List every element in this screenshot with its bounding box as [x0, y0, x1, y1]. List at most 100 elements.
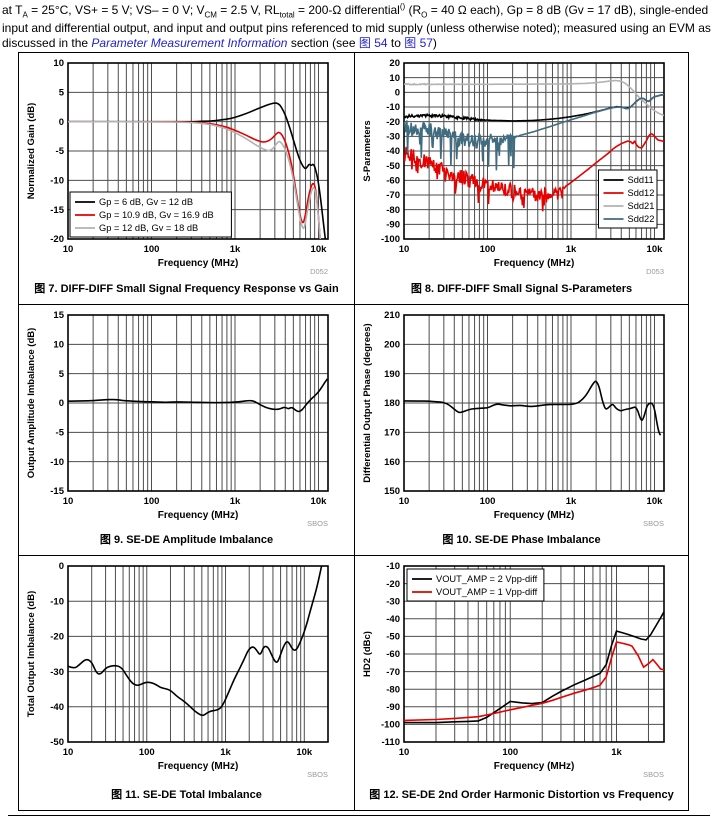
y-tick-label: 10 — [53, 340, 64, 351]
legend-label: Gp = 10.9 dB, Gv = 16.9 dB — [99, 210, 214, 220]
figure-caption-10: 图 10. SE-DE Phase Imbalance — [442, 534, 601, 546]
plot-border — [67, 62, 329, 240]
x-tick-label: 10 — [399, 747, 410, 758]
y-tick-label: -50 — [50, 737, 64, 748]
header-text-segment: at T — [2, 3, 23, 17]
series-gp-12-db-gv-18-db — [68, 120, 322, 239]
figure-cell-7: 10 100 1k 10k -20 -15 -10 -5 0 5 10 Frequency (MHz)… — [19, 53, 355, 305]
y-axis-label: Output Amplitude Imbalance (dB) — [26, 328, 37, 479]
parameter-measurement-information-link[interactable]: Parameter Measurement Information — [91, 36, 288, 51]
figure-caption-12: 图 12. SE-DE 2nd Order Harmonic Distortio… — [369, 789, 674, 801]
x-tick-label: 10 — [63, 496, 74, 507]
x-tick-label: 100 — [480, 244, 496, 255]
y-tick-label: -100 — [381, 234, 400, 245]
chart-fig12-hd2: 10 100 1k -110 -100 -90 -80 -70 -60 -50 -40 -30 -20 -… — [362, 561, 665, 778]
x-axis-label: Frequency (MHz) — [158, 761, 239, 772]
y-tick-label: -30 — [386, 132, 400, 143]
x-axis-label: Frequency (MHz) — [494, 258, 575, 269]
y-tick-label: -10 — [386, 561, 400, 572]
conditions-header: at TA = 25°C, VS+ = 5 V; VS– = 0 V; VCM … — [2, 2, 716, 52]
x-tick-label: 10k — [647, 244, 664, 255]
header-text-segment: = 40 Ω each), Gp = 8 dB (Gv = 17 dB), si… — [2, 3, 711, 51]
legend-label: Gp = 12 dB, Gv = 18 dB — [99, 223, 198, 233]
y-tick-label: 0 — [59, 561, 64, 572]
y-tick-label: 180 — [384, 398, 400, 409]
x-tick-label: 1k — [220, 747, 231, 758]
legend-label: VOUT_AMP = 1 Vpp-diff — [436, 587, 538, 597]
series-amplitude-imbalance — [68, 378, 328, 413]
y-tick-label: 0 — [59, 117, 64, 128]
y-tick-label: 10 — [53, 58, 64, 69]
header-text-segment: () — [399, 2, 406, 11]
y-tick-label: -60 — [386, 176, 400, 187]
plot-border — [403, 314, 665, 492]
y-tick-label: 160 — [384, 457, 400, 468]
y-tick-label: 15 — [53, 310, 64, 321]
series-total-imbalance — [68, 566, 323, 717]
y-tick-label: 200 — [384, 340, 400, 351]
watermark: SBOS — [307, 519, 328, 527]
y-tick-label: -70 — [386, 190, 400, 201]
x-axis-label: Frequency (MHz) — [494, 761, 575, 772]
x-tick-label: 1k — [230, 496, 241, 507]
figure-caption-8: 图 8. DIFF-DIFF Small Signal S-Parameters — [410, 283, 633, 295]
x-axis-label: Frequency (MHz) — [494, 510, 575, 521]
header-text-segment: = 2.5 V, RL — [216, 3, 280, 17]
y-tick-label: 10 — [389, 73, 400, 84]
y-axis-label: HD2 (dBc) — [362, 631, 373, 677]
figure-57-link[interactable]: 图 57 — [404, 36, 433, 51]
x-tick-label: 1k — [230, 244, 241, 255]
y-tick-label: -50 — [386, 161, 400, 172]
header-text-segment: = 200-Ω differential — [294, 3, 400, 17]
y-tick-label: -40 — [386, 146, 400, 157]
y-tick-label: -70 — [386, 667, 400, 678]
x-tick-label: 10k — [647, 496, 664, 507]
y-tick-label: -15 — [50, 205, 64, 216]
y-tick-label: -5 — [56, 146, 65, 157]
series-gp-6-db-gv-12-db — [68, 102, 327, 239]
y-tick-label: -10 — [50, 457, 64, 468]
plot-border — [67, 314, 329, 492]
y-tick-label: -60 — [386, 649, 400, 660]
x-tick-label: 10k — [296, 747, 313, 758]
x-tick-label: 100 — [144, 244, 160, 255]
y-axis-label: Total Output Imbalance (dB) — [26, 591, 37, 718]
y-tick-label: -40 — [386, 614, 400, 625]
series-vout-amp-2-vpp-diff — [404, 611, 664, 724]
legend-label: Sdd21 — [628, 201, 655, 211]
y-axis-label: S-Parameters — [362, 120, 373, 181]
legend-label: Gp = 6 dB, Gv = 12 dB — [99, 197, 193, 207]
header-text-segment: A — [22, 10, 28, 20]
y-tick-label: -50 — [386, 632, 400, 643]
x-tick-label: 10 — [63, 747, 74, 758]
y-tick-label: 20 — [389, 58, 400, 69]
y-tick-label: 150 — [384, 486, 400, 497]
x-tick-label: 100 — [144, 496, 160, 507]
figure-54-link[interactable]: 图 54 — [358, 36, 388, 51]
figure-grid: 10 100 1k 10k -20 -15 -10 -5 0 5 10 Frequency (MHz)… — [18, 52, 689, 811]
figure-caption-7: 图 7. DIFF-DIFF Small Signal Frequency Re… — [34, 283, 339, 295]
y-tick-label: -10 — [386, 102, 400, 113]
y-tick-label: 5 — [59, 88, 65, 99]
y-tick-label: -100 — [381, 720, 400, 731]
x-tick-label: 10 — [63, 244, 74, 255]
watermark: SBOS — [643, 519, 664, 527]
y-tick-label: -90 — [386, 220, 400, 231]
plot-border — [403, 565, 665, 743]
y-axis-label: Normalized Gain (dB) — [26, 103, 37, 200]
figure-cell-8: 10 100 1k 10k -100 -90 -80 -70 -60 -50 -40 -30 -20 -1… — [355, 53, 688, 305]
y-tick-label: 170 — [384, 428, 400, 439]
y-tick-label: -15 — [50, 486, 64, 497]
y-tick-label: -80 — [386, 684, 400, 695]
legend: Sdd11 Sdd12 Sdd21 Sdd22 — [598, 169, 658, 229]
y-tick-label: -90 — [386, 702, 400, 713]
y-tick-label: -30 — [50, 667, 64, 678]
x-tick-label: 100 — [480, 496, 496, 507]
plot-border — [403, 62, 665, 240]
figure-caption-9: 图 9. SE-DE Amplitude Imbalance — [99, 534, 274, 546]
series-phase-imbalance — [404, 380, 662, 436]
x-tick-label: 10k — [311, 496, 328, 507]
y-tick-label: 5 — [59, 369, 65, 380]
header-text-segment: total — [279, 10, 295, 20]
next-section-border — [8, 815, 710, 816]
